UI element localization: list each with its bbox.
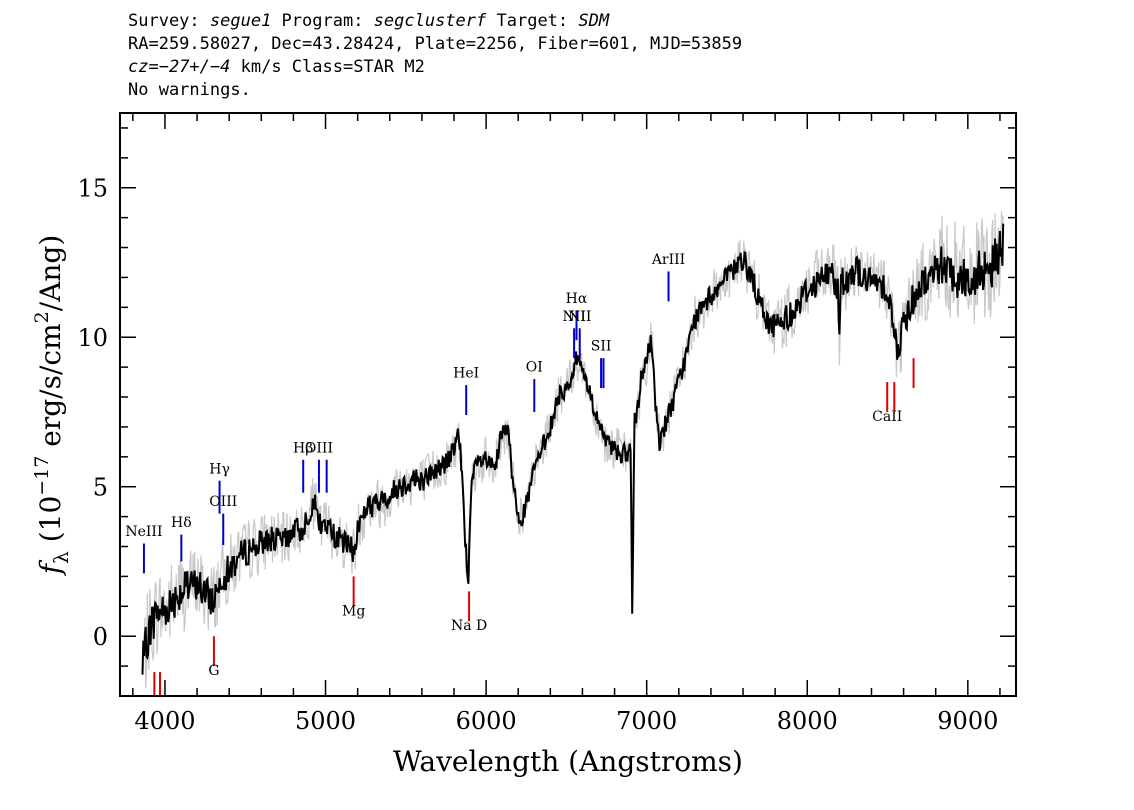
header-line-class: cz=−27+/−4 km/s Class=STAR M2 (128, 56, 742, 79)
absorption-line-label: CaII (872, 409, 902, 425)
emission-line-label: Hγ (209, 461, 230, 477)
y-axis-label-part: (10 (34, 496, 67, 551)
y-axis-label-part: −17 (31, 456, 53, 496)
emission-line-label: OIII (305, 440, 333, 456)
x-tick-label: 8000 (777, 707, 838, 735)
header-line-coords: RA=259.58027, Dec=43.28424, Plate=2256, … (128, 34, 743, 54)
emission-line-label: ArIII (651, 252, 685, 268)
emission-line-label: Hα (566, 291, 588, 307)
emission-line-label: NeIII (125, 524, 162, 540)
x-tick-label: 6000 (456, 707, 517, 735)
header-line-survey: Survey: segue1 Program: segclusterf Targ… (128, 10, 742, 33)
flux-layer (141, 223, 1005, 675)
y-axis-label-part: 2 (31, 311, 53, 323)
target-value: SDM (578, 11, 610, 31)
flux-trace (141, 223, 1005, 675)
emission-line-label: NII (562, 309, 585, 325)
survey-prefix: Survey: (128, 11, 210, 31)
x-axis-label: Wavelength (Angstroms) (393, 745, 743, 778)
x-tick-label: 9000 (937, 707, 998, 735)
y-axis-label-part: erg/s/cm (34, 323, 67, 455)
absorption-line-label: Mg (342, 603, 365, 619)
header-line-warnings: No warnings. (128, 80, 251, 100)
emission-line-label: Hβ (293, 440, 313, 456)
y-axis-label-group: fλ (10−17 erg/s/cm2/Ang) (31, 235, 73, 577)
emission-line-label: OIII (209, 494, 237, 510)
program-prefix: Program: (271, 11, 374, 31)
y-tick-label: 15 (77, 175, 108, 203)
plot-frame (119, 112, 1017, 697)
absorption-line-label: G (208, 663, 219, 679)
y-tick-label: 5 (93, 474, 108, 502)
emission-line-label: OI (526, 360, 543, 376)
emission-line-label: HeI (453, 366, 479, 382)
emission-line-label: Hδ (171, 515, 192, 531)
emission-line-label: SII (591, 339, 612, 355)
y-axis-label-part: λ (49, 551, 73, 564)
y-axis-label: fλ (10−17 erg/s/cm2/Ang) (31, 235, 73, 577)
axes-layer: 4000 5000 6000 7000 8000 9000 0 5 10 15 Wavelength… (31, 112, 1017, 778)
x-tick-label: 4000 (134, 707, 195, 735)
emission-line-label: NII (568, 309, 591, 325)
cz-prefix: cz= (128, 57, 159, 77)
target-prefix: Target: (486, 11, 579, 31)
cz-value: −27+/−4 (158, 57, 231, 77)
y-tick-label: 10 (77, 324, 108, 352)
y-tick-label: 0 (93, 623, 108, 651)
x-tick-label: 5000 (295, 707, 356, 735)
survey-value: segue1 (209, 11, 272, 31)
absorption-line-label: Na D (451, 618, 487, 634)
x-tick-label: 7000 (616, 707, 677, 735)
spectrum-header: Survey: segue1 Program: segclusterf Targ… (128, 10, 742, 102)
class-text: km/s Class=STAR M2 (230, 57, 425, 77)
y-axis-label-part: /Ang) (34, 235, 67, 312)
program-value: segclusterf (373, 11, 487, 31)
